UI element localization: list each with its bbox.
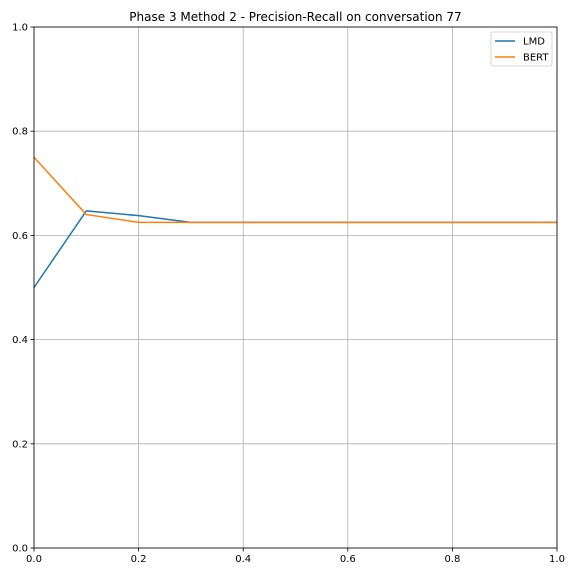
y-tick-label: 0.6 [12, 231, 28, 242]
y-tick-label: 0.8 [12, 127, 28, 138]
chart-title: Phase 3 Method 2 - Precision-Recall on c… [129, 10, 461, 24]
series-line-bert [33, 156, 557, 224]
y-tick-label: 0.0 [12, 544, 28, 555]
legend-label-bert: BERT [523, 53, 549, 64]
x-tick-label: 1.0 [549, 554, 565, 565]
plot-area-frame [33, 26, 558, 549]
x-tick-label: 0.4 [235, 554, 251, 565]
y-tick-label: 0.4 [12, 335, 28, 346]
y-tick-label: 0.2 [12, 439, 28, 450]
legend: LMD BERT [490, 31, 553, 67]
x-tick-label: 0.2 [131, 554, 147, 565]
series-lines [33, 156, 557, 288]
axis-ticks: 0.0 0.2 0.4 0.6 0.8 1.0 0.0 0.2 0.4 0.6 0.8 1.0 [12, 23, 565, 566]
y-tick-label: 1.0 [12, 23, 28, 34]
x-tick-label: 0.8 [444, 554, 460, 565]
x-tick-label: 0.0 [26, 554, 42, 565]
x-tick-label: 0.6 [340, 554, 356, 565]
legend-label-lmd: LMD [523, 37, 545, 48]
